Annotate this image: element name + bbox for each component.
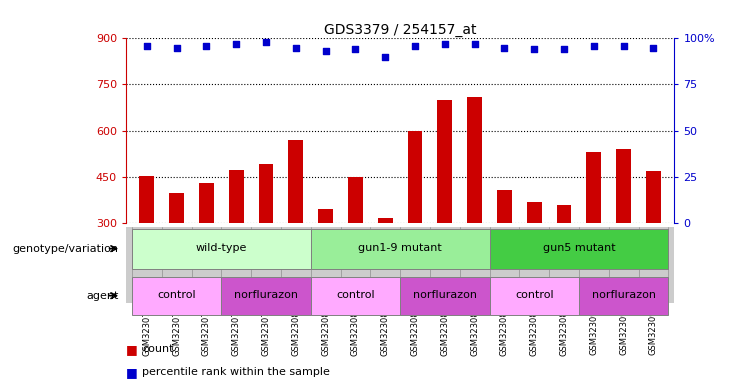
Title: GDS3379 / 254157_at: GDS3379 / 254157_at bbox=[324, 23, 476, 37]
Point bbox=[230, 41, 242, 47]
Bar bbox=[318, 209, 333, 223]
Bar bbox=[646, 171, 661, 223]
Bar bbox=[378, 218, 393, 223]
Bar bbox=[139, 176, 154, 223]
Point bbox=[170, 45, 182, 51]
Point bbox=[499, 45, 511, 51]
Bar bbox=[229, 170, 244, 223]
Bar bbox=[310, 229, 490, 268]
Bar bbox=[617, 149, 631, 223]
Bar bbox=[497, 190, 512, 223]
Text: ■: ■ bbox=[126, 366, 142, 379]
Bar bbox=[490, 276, 579, 315]
Bar bbox=[310, 276, 400, 315]
Bar bbox=[490, 229, 668, 268]
Text: control: control bbox=[336, 290, 375, 300]
Point bbox=[439, 41, 451, 47]
Text: wild-type: wild-type bbox=[196, 243, 247, 253]
Point bbox=[141, 43, 153, 49]
Bar bbox=[586, 152, 601, 223]
Point bbox=[319, 48, 331, 55]
Point bbox=[290, 45, 302, 51]
Text: gun5 mutant: gun5 mutant bbox=[542, 243, 615, 253]
Point bbox=[260, 39, 272, 45]
Point bbox=[469, 41, 481, 47]
Point bbox=[558, 46, 570, 53]
Text: control: control bbox=[157, 290, 196, 300]
Text: gun1-9 mutant: gun1-9 mutant bbox=[358, 243, 442, 253]
Text: count: count bbox=[142, 344, 174, 354]
Point bbox=[409, 43, 421, 49]
Text: agent: agent bbox=[86, 291, 119, 301]
Point bbox=[618, 43, 630, 49]
Bar bbox=[527, 202, 542, 223]
Text: percentile rank within the sample: percentile rank within the sample bbox=[142, 367, 330, 377]
Bar bbox=[400, 276, 490, 315]
Text: genotype/variation: genotype/variation bbox=[13, 243, 119, 254]
Bar bbox=[437, 100, 452, 223]
Bar bbox=[556, 205, 571, 223]
Bar bbox=[132, 276, 222, 315]
Text: norflurazon: norflurazon bbox=[234, 290, 298, 300]
Point bbox=[588, 43, 599, 49]
Bar bbox=[579, 276, 668, 315]
Point bbox=[350, 46, 362, 53]
Bar bbox=[169, 193, 184, 223]
Text: norflurazon: norflurazon bbox=[413, 290, 477, 300]
Bar bbox=[259, 164, 273, 223]
Text: norflurazon: norflurazon bbox=[591, 290, 656, 300]
Point bbox=[379, 54, 391, 60]
Text: ■: ■ bbox=[126, 343, 142, 356]
Point bbox=[648, 45, 659, 51]
Bar bbox=[288, 140, 303, 223]
Bar bbox=[199, 183, 214, 223]
Bar bbox=[467, 97, 482, 223]
Point bbox=[201, 43, 213, 49]
Bar bbox=[408, 131, 422, 223]
Text: control: control bbox=[515, 290, 554, 300]
Bar bbox=[222, 276, 310, 315]
Bar bbox=[132, 229, 310, 268]
Point bbox=[528, 46, 540, 53]
Bar bbox=[348, 177, 363, 223]
